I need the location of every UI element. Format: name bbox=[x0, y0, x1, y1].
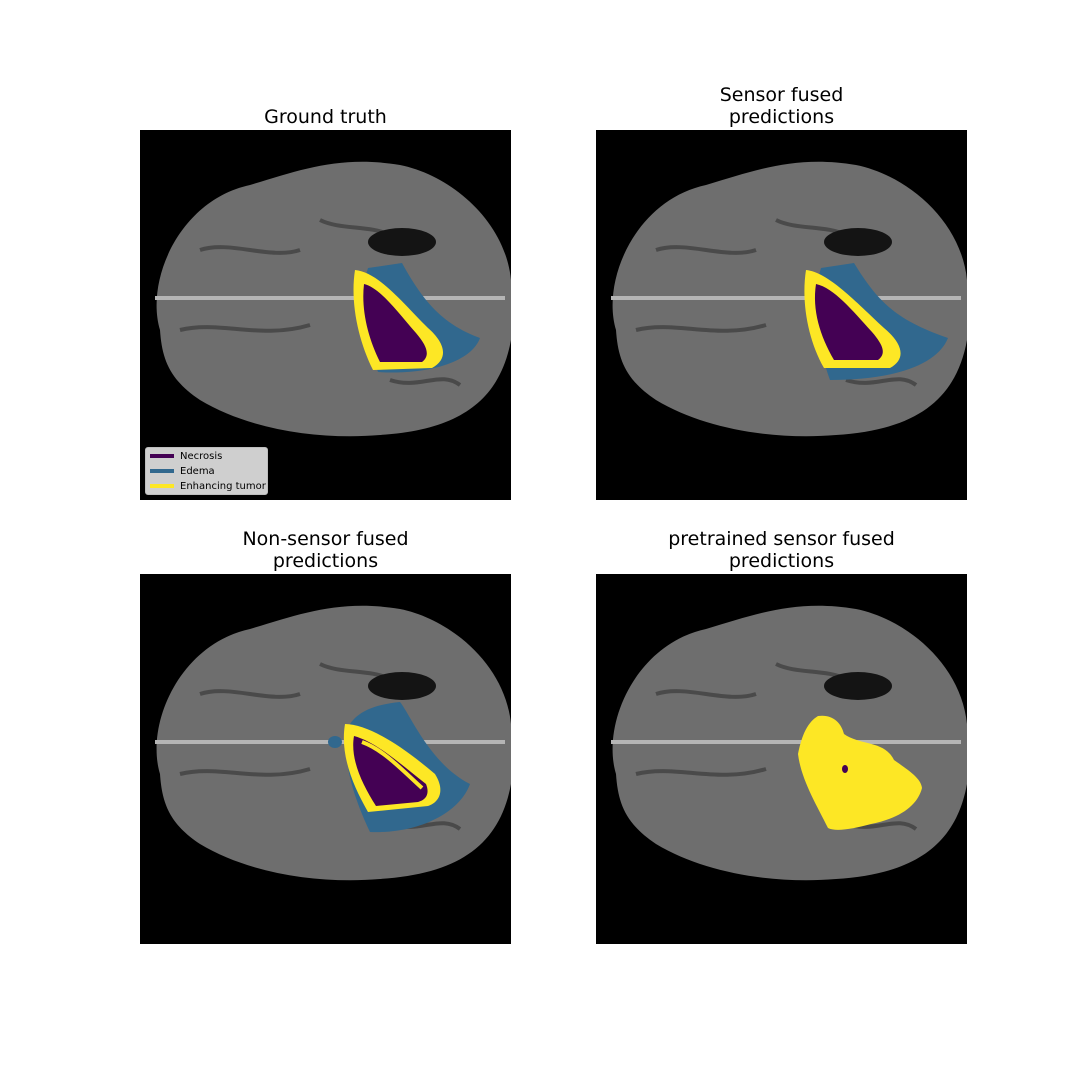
mri-image-sensor-fused bbox=[596, 130, 967, 500]
legend-item-necrosis: Necrosis bbox=[150, 449, 222, 463]
mri-image-ground-truth bbox=[140, 130, 511, 500]
mri-image-non-sensor-fused bbox=[140, 574, 511, 944]
mri-image-pretrained-sensor-fused bbox=[596, 574, 967, 944]
legend-item-edema: Edema bbox=[150, 464, 215, 478]
enhancing-tumor-swatch bbox=[150, 484, 174, 488]
legend-label: Edema bbox=[180, 465, 215, 477]
legend-label: Necrosis bbox=[180, 450, 223, 462]
legend-label: Enhancing tumor bbox=[180, 480, 266, 492]
necrosis-swatch bbox=[150, 454, 174, 458]
panel-title: Sensor fused predictions bbox=[719, 84, 844, 128]
legend: Necrosis Edema Enhancing tumor bbox=[145, 447, 268, 495]
panel-title: Ground truth bbox=[264, 106, 387, 128]
edema-swatch bbox=[150, 469, 174, 473]
panel-title: pretrained sensor fused predictions bbox=[668, 528, 895, 572]
legend-item-enhancing-tumor: Enhancing tumor bbox=[150, 479, 266, 493]
panel-title: Non-sensor fused predictions bbox=[242, 528, 409, 572]
